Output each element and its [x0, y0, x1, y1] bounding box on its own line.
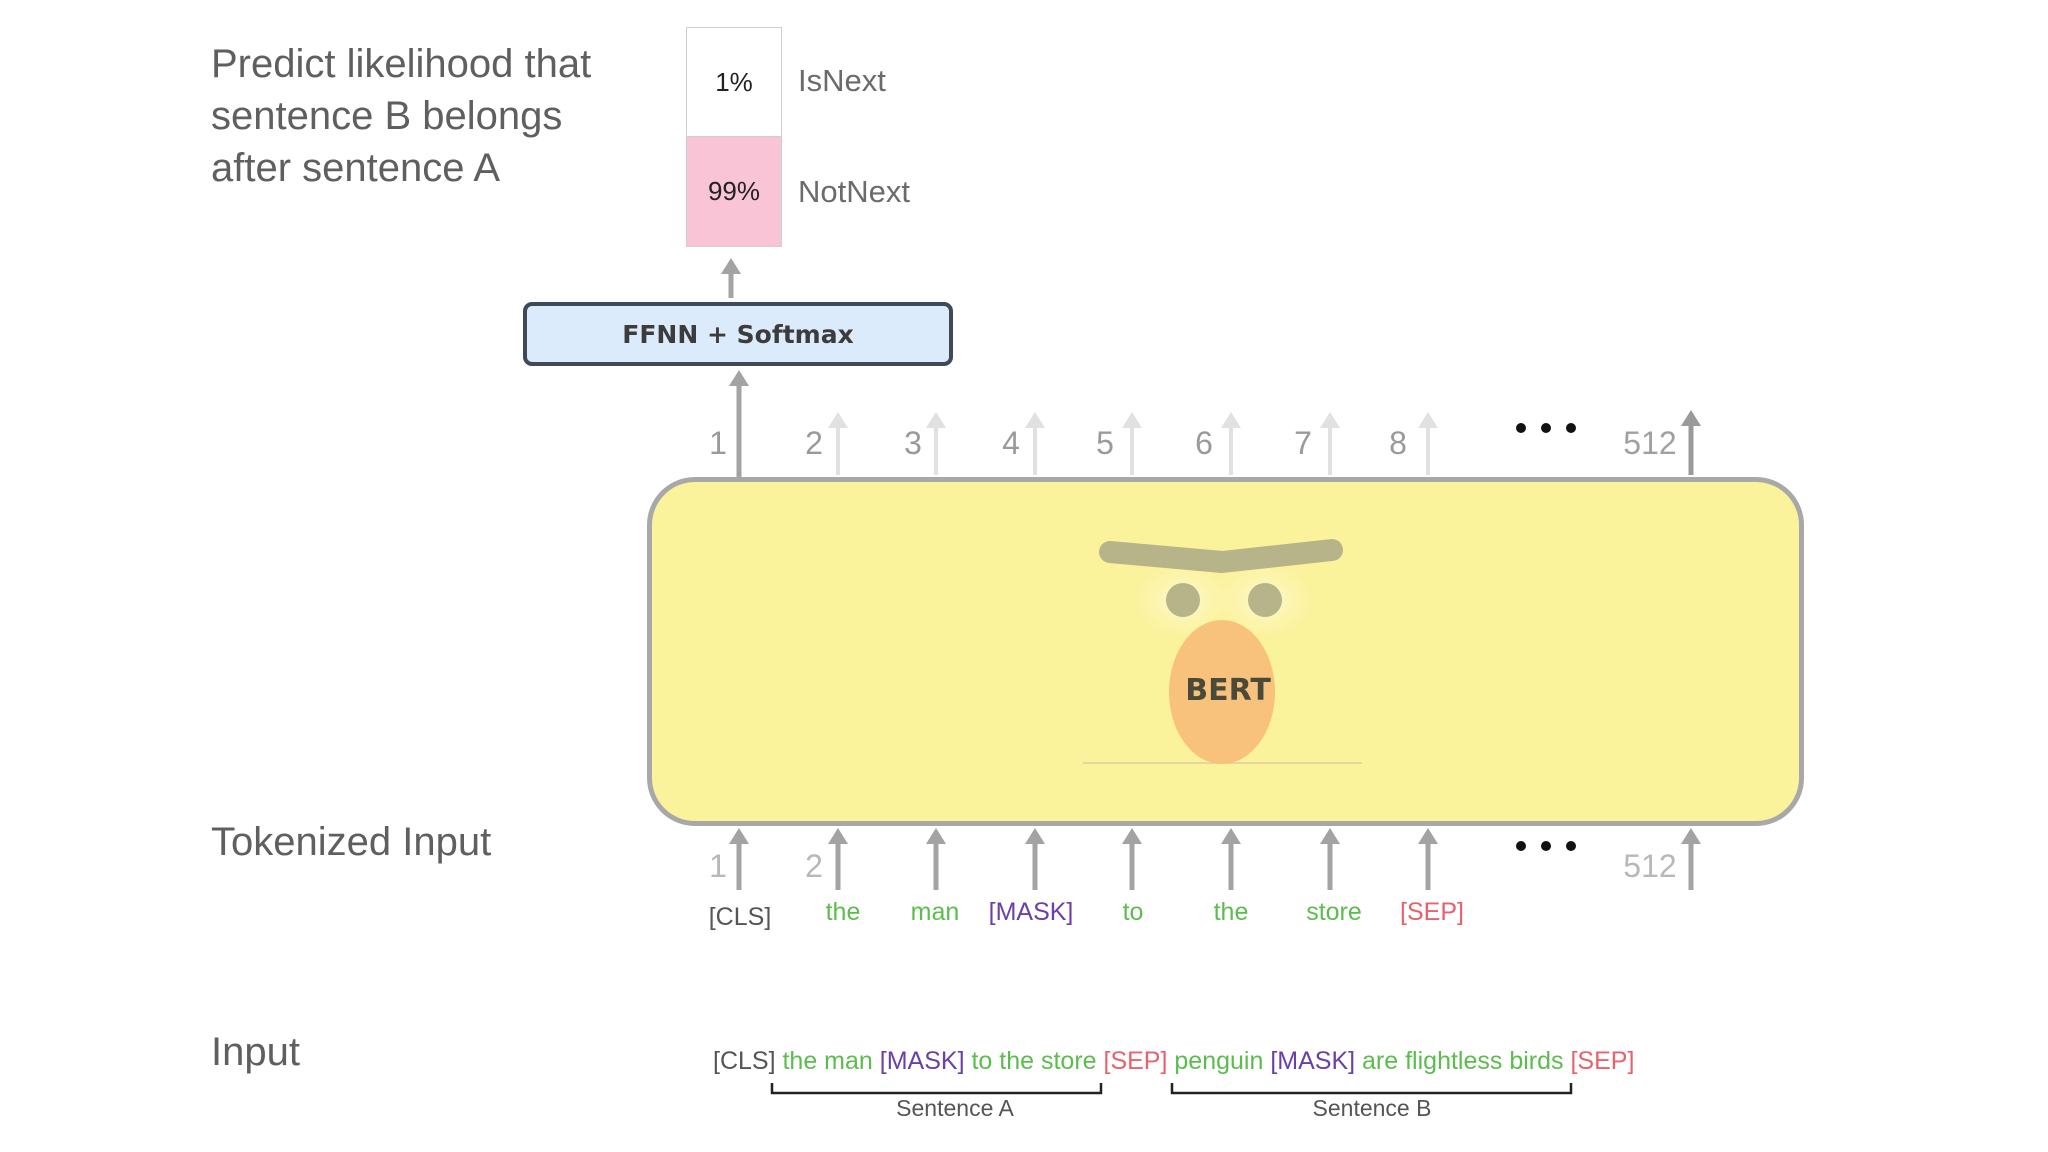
right-eye: [1248, 583, 1282, 617]
arrow-top-512: [1681, 410, 1701, 475]
bert-nose: [1169, 620, 1275, 764]
isnext-percent: 1%: [715, 66, 753, 97]
notnext-percent: 99%: [707, 176, 761, 206]
arrow-bottom-2: [828, 828, 848, 890]
input-b2: are flightless birds: [1362, 1047, 1564, 1075]
arrow-bottom-5: [1122, 828, 1142, 890]
arrow-top-2: [828, 412, 848, 475]
isnext-probability-box: 1%: [686, 27, 782, 137]
input-mask-1: [MASK]: [879, 1047, 965, 1075]
sentence-b-label: Sentence B: [1312, 1095, 1432, 1121]
bert-face: [1083, 539, 1362, 764]
input-sep-1: [SEP]: [1103, 1047, 1168, 1075]
position-bottom-1: 1: [709, 848, 727, 884]
arrow-cls-to-ffnn: [729, 370, 749, 477]
position-top-8: 8: [1389, 425, 1407, 461]
sentence-a-label: Sentence A: [896, 1095, 1014, 1121]
bert-label: BERT: [1185, 673, 1271, 708]
input-cls: [CLS]: [713, 1047, 776, 1075]
arrow-bottom-4: [1025, 828, 1045, 890]
arrow-bottom-3: [926, 828, 946, 890]
arrow-bottom-8: [1418, 828, 1438, 890]
arrow-top-7: [1320, 412, 1340, 475]
left-eye: [1166, 583, 1200, 617]
position-top-512: 512: [1623, 425, 1677, 461]
arrow-ffnn-to-output: [721, 258, 741, 298]
sentence-brackets: [770, 1083, 1573, 1095]
notnext-probability-box: 99%: [686, 137, 782, 247]
token-mask: [MASK]: [988, 898, 1074, 926]
ffnn-softmax-box: FFNN + Softmax: [523, 302, 953, 366]
position-top-6: 6: [1195, 425, 1213, 461]
token-the-2: the: [1213, 898, 1249, 926]
position-top-7: 7: [1294, 425, 1312, 461]
ellipsis-dots: [1516, 423, 1576, 851]
arrows: [721, 258, 1701, 890]
position-top-5: 5: [1096, 425, 1114, 461]
eyebrow: [1099, 539, 1343, 573]
input-sentence: [CLS] the man [MASK] to the store [SEP] …: [713, 1047, 1634, 1076]
token-man: man: [910, 898, 960, 926]
input-a2: to the store: [971, 1047, 1097, 1075]
arrow-bottom-1: [729, 828, 749, 890]
position-top-2: 2: [805, 425, 823, 461]
input-label: Input: [211, 1030, 300, 1074]
tokenized-input-label: Tokenized Input: [211, 820, 492, 864]
arrow-top-3: [926, 412, 946, 475]
input-b: penguin: [1174, 1047, 1264, 1075]
arrow-top-5: [1122, 412, 1142, 475]
arrow-top-4: [1025, 412, 1045, 475]
predict-label: Predict likelihood that sentence B belon…: [211, 42, 592, 190]
ffnn-label: FFNN + Softmax: [622, 319, 854, 349]
position-top-3: 3: [904, 425, 922, 461]
sentence-b-bracket: [1170, 1083, 1573, 1095]
input-a: the man: [782, 1047, 873, 1075]
notnext-label: NotNext: [798, 174, 910, 209]
position-bottom-512: 512: [1623, 848, 1677, 884]
arrow-bottom-9: [1681, 828, 1701, 890]
position-top-4: 4: [1002, 425, 1020, 461]
bert-model-box: [647, 477, 1804, 826]
sentence-a-bracket: [770, 1083, 1103, 1095]
position-bottom-2: 2: [805, 848, 823, 884]
token-store: store: [1306, 898, 1362, 926]
token-cls: [CLS]: [708, 903, 772, 931]
token-sep: [SEP]: [1400, 898, 1464, 926]
arrow-top-6: [1221, 412, 1241, 475]
input-sep-2: [SEP]: [1570, 1047, 1635, 1075]
token-the-1: the: [825, 898, 861, 926]
token-to: to: [1122, 898, 1144, 926]
arrow-bottom-7: [1320, 828, 1340, 890]
position-top-1: 1: [709, 425, 727, 461]
isnext-label: IsNext: [798, 63, 886, 98]
arrow-top-8: [1418, 412, 1438, 475]
arrow-bottom-6: [1221, 828, 1241, 890]
input-mask-2: [MASK]: [1270, 1047, 1356, 1075]
